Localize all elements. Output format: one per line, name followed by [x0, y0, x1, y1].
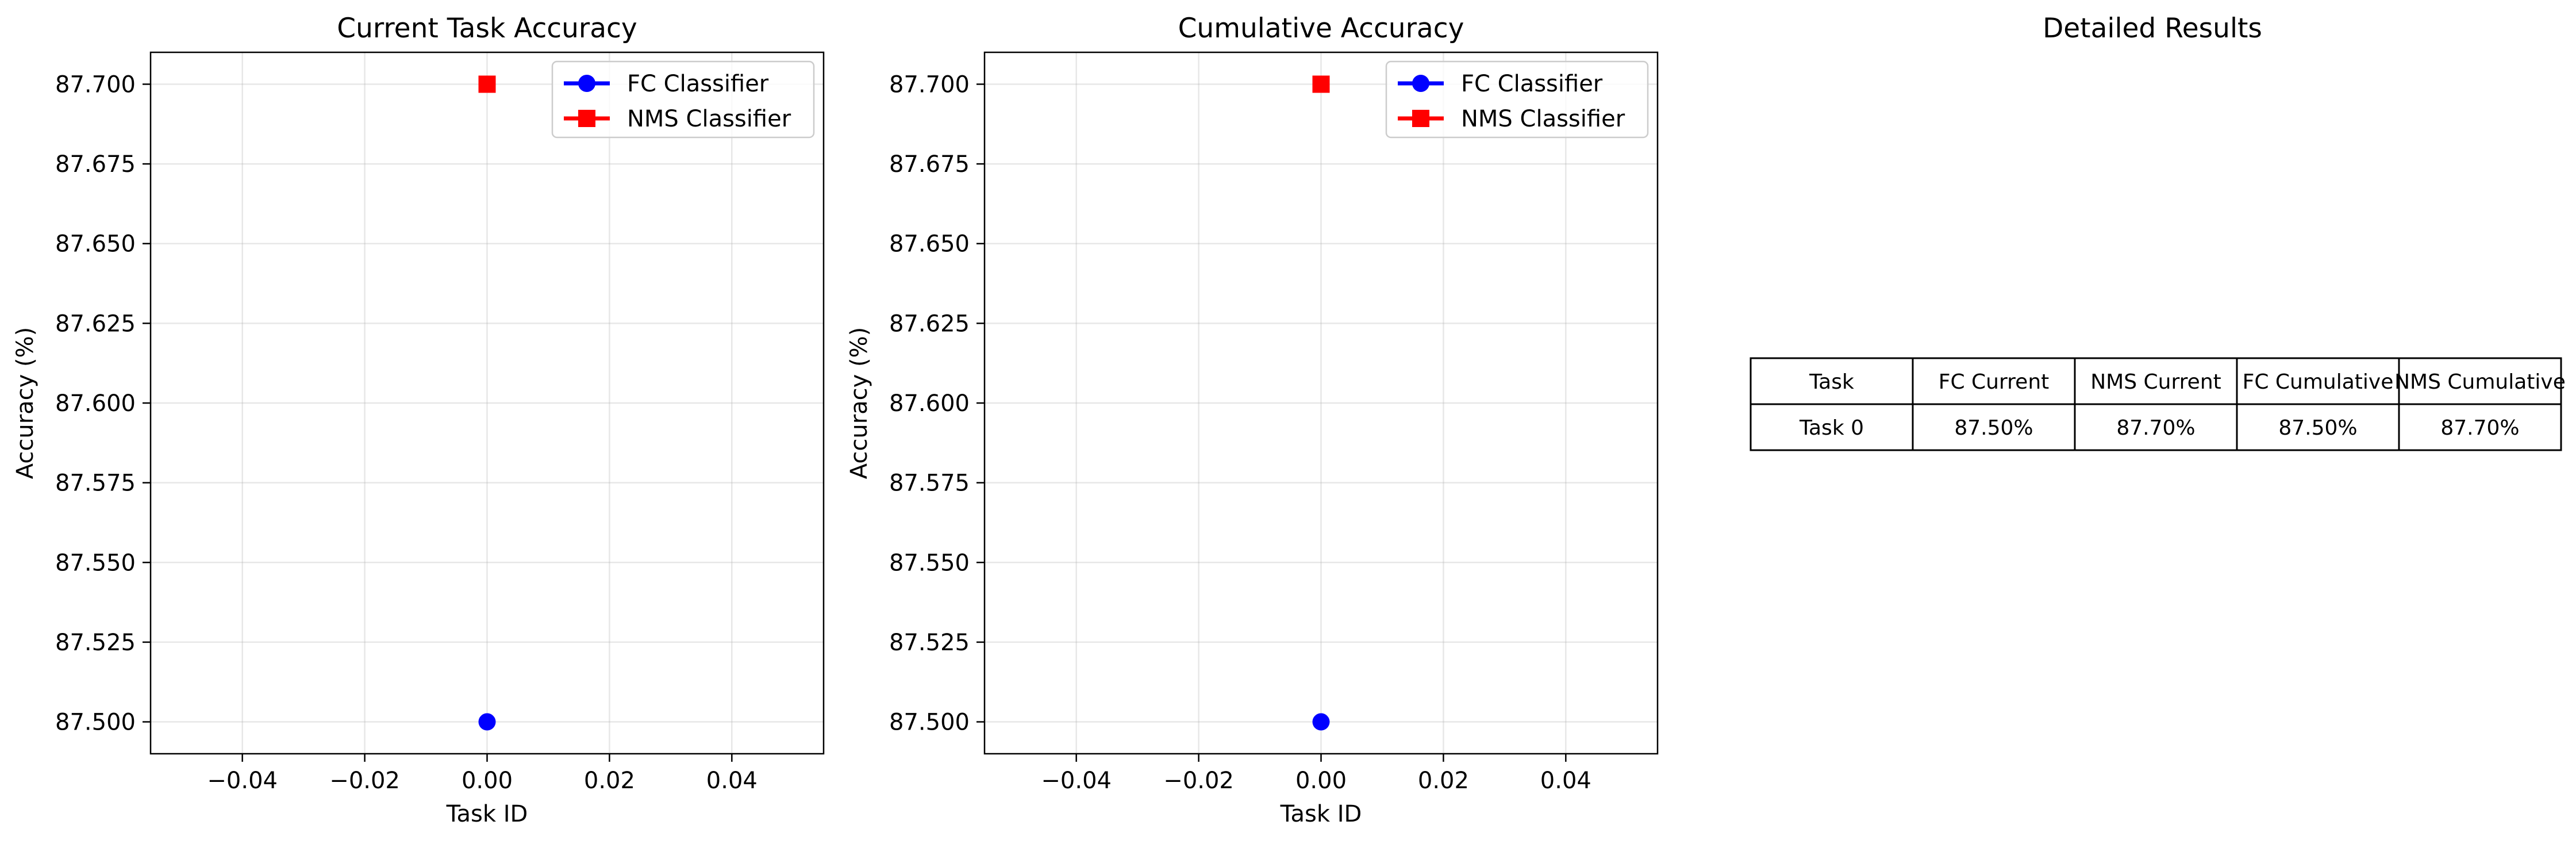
y-tick-label: 87.650 [55, 231, 136, 258]
table-header-text: Task [1809, 370, 1854, 394]
legend-marker-circle [578, 75, 595, 92]
table-header-text: NMS Current [2090, 370, 2221, 394]
x-axis-label: Task ID [1280, 801, 1362, 827]
table-cell [2074, 403, 2238, 451]
legend: FC Classifier NMS Classifier [551, 60, 815, 139]
data-point-nms [478, 75, 496, 93]
legend-box [1385, 60, 1649, 139]
data-point-fc [478, 713, 496, 731]
table-header-cell [2236, 357, 2400, 405]
data-point-nms [1312, 75, 1330, 93]
table-cell-text: Task 0 [1799, 416, 1864, 440]
table-cell-text: 87.50% [2278, 416, 2357, 440]
table-cell [2236, 403, 2400, 451]
legend-marker-square [1412, 110, 1429, 127]
y-tick-label: 87.700 [889, 71, 970, 98]
table-cell [2398, 403, 2562, 451]
y-axis-label: Accuracy (%) [12, 327, 39, 479]
x-tick-label: 0.00 [462, 768, 513, 794]
y-tick-label: 87.675 [889, 151, 970, 178]
table-cell-text: 87.70% [2440, 416, 2519, 440]
x-tick-label: −0.02 [329, 768, 400, 794]
y-tick-label: 87.575 [889, 470, 970, 497]
results-table: Detailed Results Task FC Current NMS Curren… [1750, 13, 2566, 451]
legend-label: NMS Classifier [1461, 106, 1625, 132]
x-tick-label: 0.04 [706, 768, 758, 794]
x-tick-label: 0.04 [1540, 768, 1591, 794]
legend-marker-circle [1412, 75, 1429, 92]
legend: FC Classifier NMS Classifier [1385, 60, 1649, 139]
table-header-cell [1750, 357, 1914, 405]
plot-frame [149, 51, 825, 755]
legend-label: FC Classifier [627, 71, 769, 97]
y-tick-label: 87.675 [55, 151, 136, 178]
table-header-text: FC Current [1939, 370, 2050, 394]
table-cell-text: 87.70% [2116, 416, 2195, 440]
y-tick-label: 87.650 [889, 231, 970, 258]
x-tick-label: 0.00 [1295, 768, 1347, 794]
x-tick-label: −0.04 [1041, 768, 1112, 794]
legend-label: NMS Classifier [627, 106, 791, 132]
y-tick-label: 87.500 [55, 709, 136, 736]
y-tick-label: 87.625 [889, 310, 970, 337]
y-tick-label: 87.525 [55, 630, 136, 656]
table-title: Detailed Results [2043, 13, 2262, 44]
y-tick-label: 87.600 [889, 390, 970, 417]
data-point-fc [1312, 713, 1330, 731]
y-tick-label: 87.550 [55, 550, 136, 576]
x-tick-label: 0.02 [1418, 768, 1469, 794]
plot-1: −0.04 −0.02 0.00 0.02 0.04 87.500 87.525 87.550… [846, 13, 1659, 827]
table-cell [1750, 403, 1914, 451]
x-tick-label: −0.04 [207, 768, 278, 794]
table-header-text: NMS Cumulative [2394, 370, 2566, 394]
plot-title: Cumulative Accuracy [1178, 13, 1464, 44]
y-tick-label: 87.525 [889, 630, 970, 656]
table-header-cell [2074, 357, 2238, 405]
y-tick-label: 87.575 [55, 470, 136, 497]
table-cell [1912, 403, 2076, 451]
plot-frame [983, 51, 1659, 755]
y-tick-label: 87.600 [55, 390, 136, 417]
y-tick-label: 87.625 [55, 310, 136, 337]
plot-title: Current Task Accuracy [337, 13, 637, 44]
x-tick-label: −0.02 [1163, 768, 1234, 794]
table-header-text: FC Cumulative [2243, 370, 2394, 394]
plot-0: −0.04 −0.02 0.00 0.02 0.04 87.500 87.525 87.550… [12, 13, 825, 827]
x-tick-label: 0.02 [584, 768, 635, 794]
x-axis-label: Task ID [446, 801, 528, 827]
y-tick-label: 87.500 [889, 709, 970, 736]
legend-marker-square [578, 110, 595, 127]
table-cell-text: 87.50% [1954, 416, 2033, 440]
legend-box [551, 60, 815, 139]
legend-label: FC Classifier [1461, 71, 1603, 97]
y-tick-label: 87.700 [55, 71, 136, 98]
table-header-cell [1912, 357, 2076, 405]
y-axis-label: Accuracy (%) [846, 327, 872, 479]
y-tick-label: 87.550 [889, 550, 970, 576]
